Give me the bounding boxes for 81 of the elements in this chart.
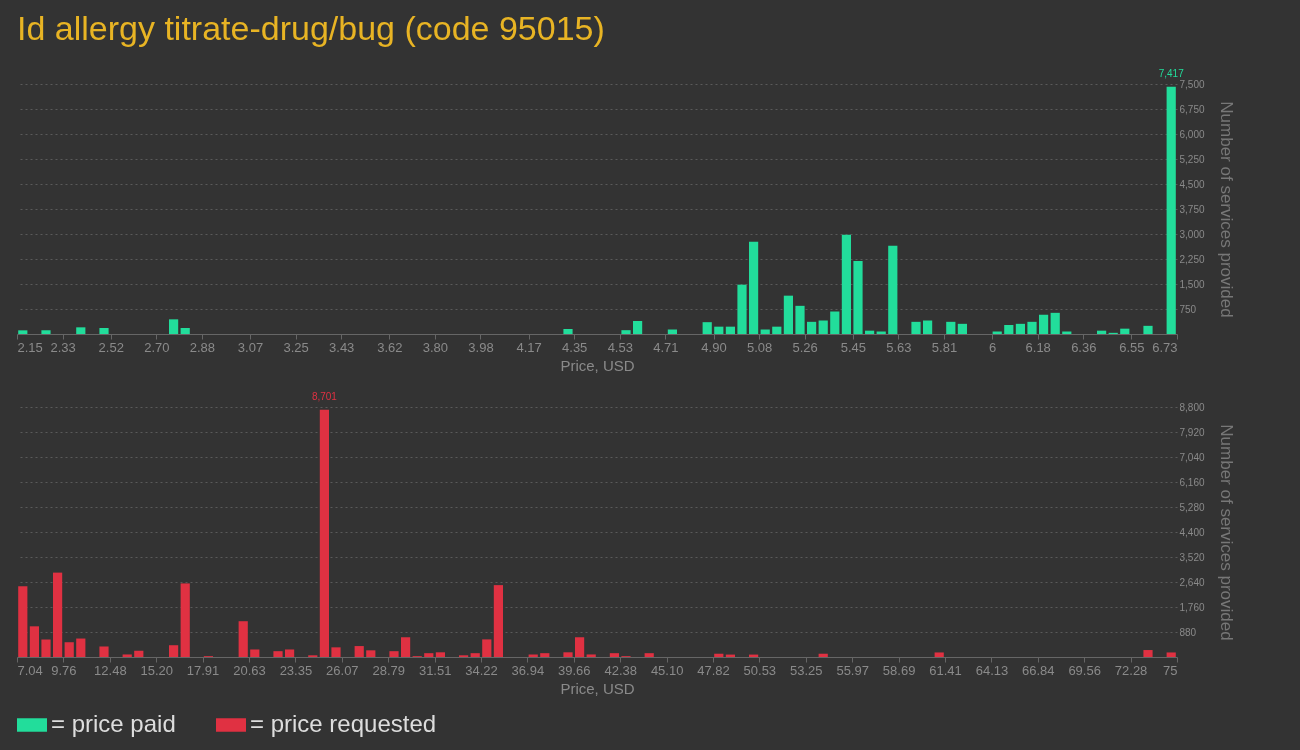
x-tick-label: 3.80 — [422, 339, 449, 355]
annotation: 7,417 — [1158, 67, 1185, 79]
y-tick-label: 1,760 — [1179, 601, 1205, 613]
y-tick-label: 7,040 — [1179, 451, 1205, 463]
x-tick-label: 55.97 — [836, 662, 869, 678]
y-tick-label: 8,800 — [1179, 401, 1205, 413]
x-tick-label: 5.45 — [840, 339, 866, 355]
x-tick-label: 47.82 — [697, 662, 730, 678]
x-tick-label: 2.52 — [98, 339, 124, 355]
x-tick-label: 6 — [988, 339, 997, 355]
x-tick-label: 66.84 — [1021, 662, 1055, 678]
y-axis-title: Number of services provided — [1216, 101, 1236, 318]
y-tick-label: 3,750 — [1179, 203, 1205, 215]
x-tick-label: 50.53 — [743, 662, 777, 678]
x-tick-label: 4.53 — [607, 339, 633, 355]
x-tick-label: 3.25 — [283, 339, 309, 355]
x-tick-label: 2.15 — [17, 339, 43, 355]
x-tick-label: 4.17 — [516, 339, 542, 355]
x-tick-label: 72.28 — [1114, 662, 1148, 678]
x-tick-label: 7.04 — [17, 662, 43, 678]
x-tick-label: 64.13 — [975, 662, 1009, 678]
x-tick-label: 3.62 — [377, 339, 403, 355]
y-tick-label: 3,520 — [1179, 551, 1205, 563]
x-tick-label: 20.63 — [233, 662, 266, 678]
y-tick-label: 3,000 — [1179, 228, 1205, 240]
x-tick-label: 34.22 — [465, 662, 498, 678]
x-tick-label: 3.43 — [329, 339, 355, 355]
y-tick-label: 880 — [1179, 626, 1197, 638]
chart-title: Id allergy titrate-drug/bug (code 95015) — [17, 8, 605, 47]
x-axis-title: Price, USD — [560, 679, 635, 697]
y-tick-label: 750 — [1179, 303, 1197, 315]
x-tick-label: 75 — [1163, 662, 1178, 678]
x-tick-label: 4.90 — [701, 339, 727, 355]
x-tick-label: 9.76 — [51, 662, 77, 678]
x-tick-label: 31.51 — [418, 662, 452, 678]
y-tick-label: 2,250 — [1179, 253, 1205, 265]
x-tick-label: 26.07 — [326, 662, 359, 678]
y-axis-title: Number of services provided — [1216, 424, 1236, 641]
x-tick-label: 6.73 — [1152, 339, 1178, 355]
annotation: 8,701 — [311, 390, 338, 402]
x-tick-label: 15.20 — [140, 662, 174, 678]
x-tick-label: 5.63 — [886, 339, 912, 355]
x-tick-label: 28.79 — [372, 662, 406, 678]
y-tick-label: 7,920 — [1179, 426, 1205, 438]
x-tick-label: 5.26 — [792, 339, 818, 355]
x-tick-label: 4.35 — [562, 339, 588, 355]
x-axis-title: Price, USD — [560, 356, 635, 374]
legend-label: = price requested — [250, 710, 437, 737]
y-tick-label: 6,160 — [1179, 476, 1205, 488]
x-tick-label: 5.81 — [931, 339, 958, 355]
y-tick-label: 6,750 — [1179, 103, 1205, 115]
x-tick-label: 42.38 — [604, 662, 637, 678]
x-tick-label: 36.94 — [511, 662, 545, 678]
x-tick-label: 2.88 — [189, 339, 216, 355]
x-tick-label: 5.08 — [746, 339, 773, 355]
x-tick-label: 6.36 — [1071, 339, 1097, 355]
x-tick-label: 3.07 — [237, 339, 264, 355]
x-tick-label: 6.18 — [1025, 339, 1051, 355]
x-tick-label: 12.48 — [94, 662, 127, 678]
x-tick-label: 69.56 — [1068, 662, 1101, 678]
x-tick-label: 23.35 — [279, 662, 313, 678]
x-tick-label: 17.91 — [186, 662, 220, 678]
y-tick-label: 5,280 — [1179, 501, 1205, 513]
x-tick-label: 2.33 — [50, 339, 76, 355]
legend-label: = price paid — [51, 710, 176, 737]
y-tick-label: 1,500 — [1179, 278, 1205, 290]
x-tick-label: 61.41 — [929, 662, 962, 678]
x-tick-label: 4.71 — [653, 339, 679, 355]
y-tick-label: 7,500 — [1179, 78, 1205, 90]
y-tick-label: 4,500 — [1179, 178, 1205, 190]
y-tick-label: 2,640 — [1179, 576, 1205, 588]
x-tick-label: 39.66 — [558, 662, 591, 678]
y-tick-label: 5,250 — [1179, 153, 1205, 165]
x-tick-label: 45.10 — [650, 662, 684, 678]
y-tick-label: 4,400 — [1179, 526, 1205, 538]
x-tick-label: 6.55 — [1119, 339, 1145, 355]
y-tick-label: 6,000 — [1179, 128, 1205, 140]
x-tick-label: 3.98 — [468, 339, 494, 355]
x-tick-label: 2.70 — [144, 339, 170, 355]
x-tick-label: 53.25 — [789, 662, 823, 678]
x-tick-label: 58.69 — [882, 662, 916, 678]
